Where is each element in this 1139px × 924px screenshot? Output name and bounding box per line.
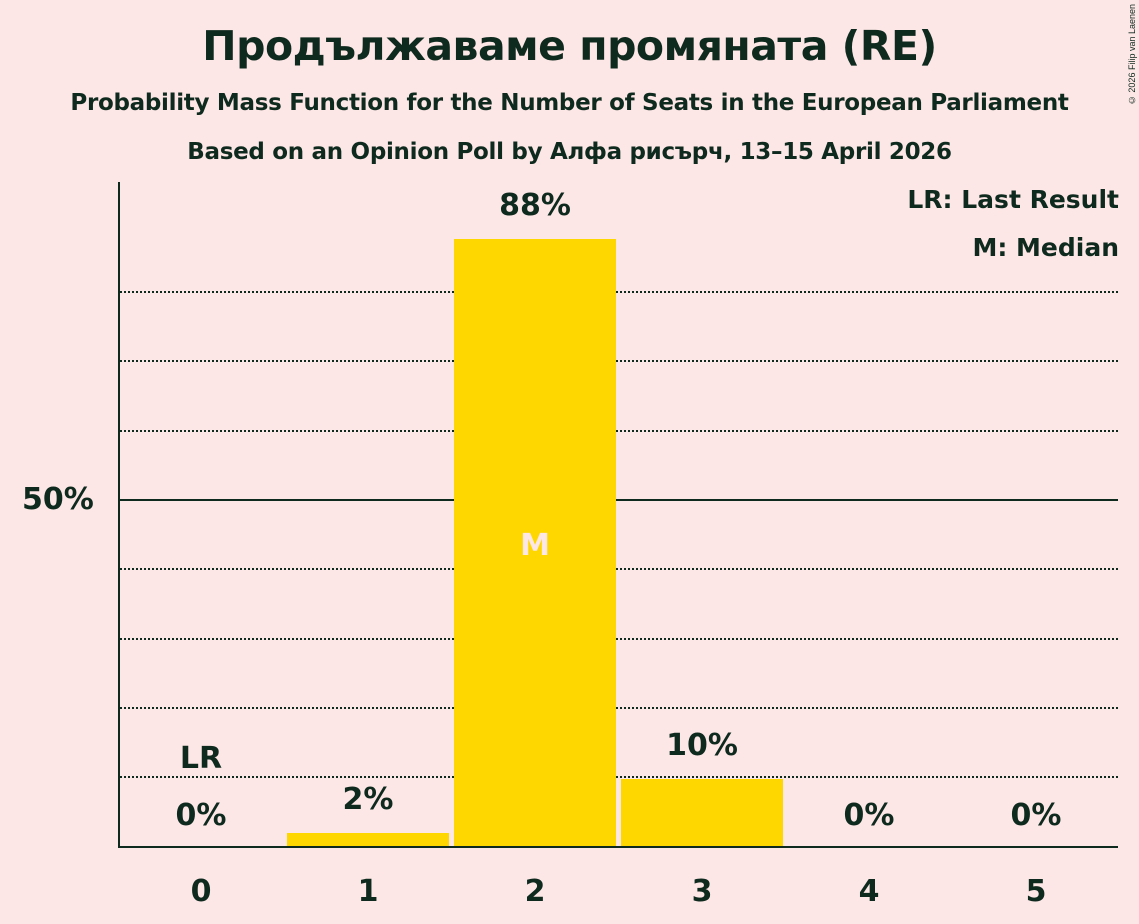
bar-2	[454, 239, 616, 847]
y-tick-50: 50%	[22, 482, 94, 517]
last-result-marker: LR	[179, 741, 223, 776]
gridline-10	[120, 776, 1118, 778]
legend-last-result: LR: Last Result	[907, 185, 1119, 214]
gridline-30	[120, 638, 1118, 640]
x-tick-5: 5	[1025, 874, 1047, 909]
gridline-40	[120, 568, 1118, 570]
y-axis	[118, 182, 120, 848]
median-marker: M	[520, 528, 550, 563]
bar-1	[287, 833, 449, 847]
gridline-80	[120, 291, 1118, 293]
value-label-5: 0%	[1010, 798, 1062, 833]
chart-source: Based on an Opinion Poll by Алфа рисърч,…	[187, 139, 952, 165]
value-label-1: 2%	[342, 782, 394, 817]
value-label-0: 0%	[175, 798, 227, 833]
chart-subtitle: Probability Mass Function for the Number…	[70, 90, 1069, 116]
x-tick-1: 1	[357, 874, 379, 909]
gridline-50	[120, 499, 1118, 501]
gridline-70	[120, 360, 1118, 362]
gridline-20	[120, 707, 1118, 709]
legend-median: M: Median	[972, 233, 1119, 262]
value-label-4: 0%	[843, 798, 895, 833]
x-axis	[118, 846, 1118, 848]
value-label-3: 10%	[666, 728, 738, 763]
chart-title: Продължаваме промяната (RE)	[202, 22, 937, 70]
x-tick-2: 2	[524, 874, 546, 909]
x-tick-3: 3	[691, 874, 713, 909]
x-tick-4: 4	[858, 874, 880, 909]
x-tick-0: 0	[190, 874, 212, 909]
gridline-60	[120, 430, 1118, 432]
bar-3	[621, 779, 783, 847]
value-label-2: 88%	[499, 188, 571, 223]
